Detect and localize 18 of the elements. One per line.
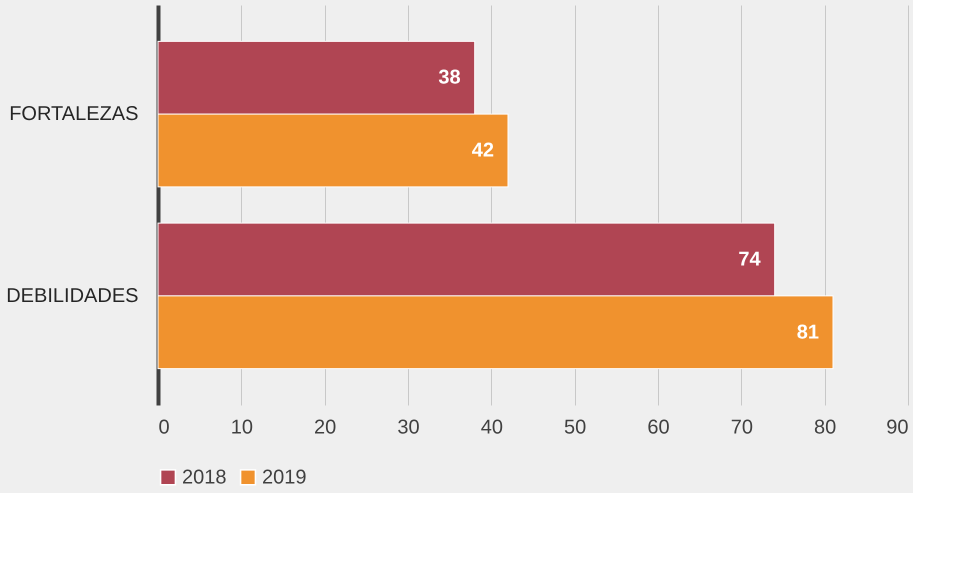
x-tick-label: 30 (397, 416, 420, 438)
x-tick-label: 70 (730, 416, 753, 438)
x-tick-label: 50 (564, 416, 586, 438)
data-label: 74 (738, 248, 762, 271)
x-tick-label: 40 (480, 416, 503, 438)
x-tick-label: 80 (814, 416, 836, 438)
legend-label: 2019 (262, 466, 306, 488)
x-tick-label: 90 (886, 416, 908, 438)
x-tick-label: 20 (314, 416, 336, 438)
data-label: 42 (472, 139, 494, 162)
legend-label: 2018 (182, 466, 226, 488)
y-tick-label: DEBILIDADES (6, 284, 138, 307)
data-label: 38 (438, 66, 461, 89)
x-tick-label: 0 (158, 416, 170, 438)
x-tick-label: 10 (230, 416, 253, 438)
y-tick-label: FORTALEZAS (9, 103, 138, 126)
data-label: 81 (796, 321, 819, 344)
x-tick-label: 60 (647, 416, 670, 438)
